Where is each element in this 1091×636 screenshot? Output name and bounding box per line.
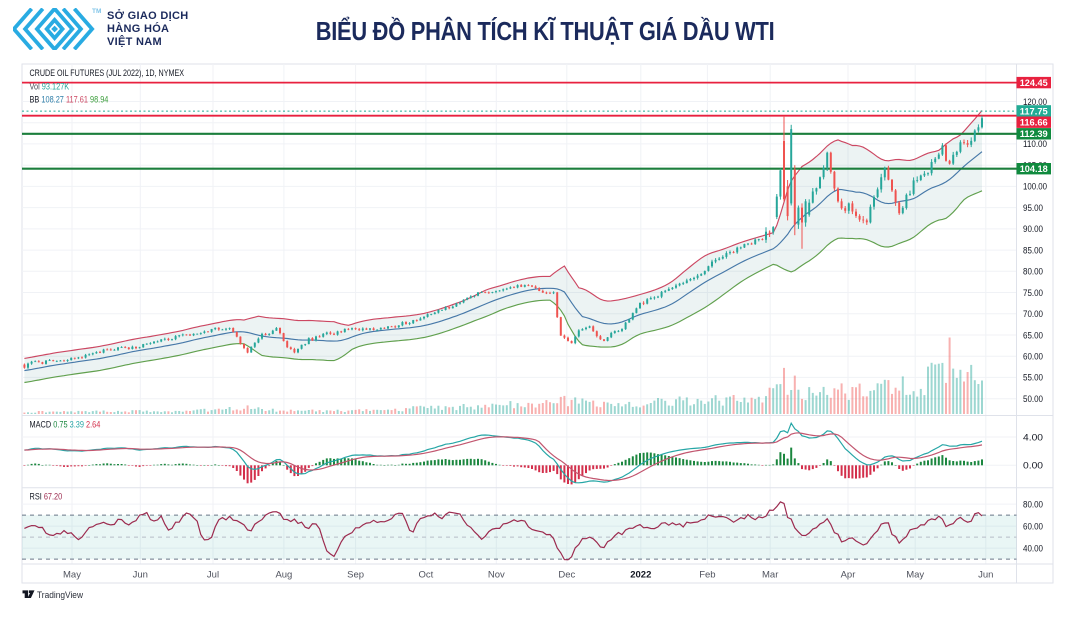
svg-text:90.00: 90.00 [1023,224,1043,234]
svg-text:MACD 0.75 3.39 2.64: MACD 0.75 3.39 2.64 [30,419,101,430]
svg-text:60.00: 60.00 [1023,521,1043,531]
svg-text:80.00: 80.00 [1023,267,1043,277]
svg-text:Mar: Mar [762,569,778,580]
svg-text:Apr: Apr [841,569,856,580]
svg-text:55.00: 55.00 [1023,373,1043,383]
svg-text:117.75: 117.75 [1020,105,1048,116]
svg-text:Jun: Jun [978,569,993,580]
svg-text:Feb: Feb [699,569,715,580]
svg-text:50.00: 50.00 [1023,394,1043,404]
svg-text:Aug: Aug [275,569,292,580]
svg-text:TradingView: TradingView [37,590,83,601]
svg-text:120.00: 120.00 [1023,97,1047,107]
svg-text:100.00: 100.00 [1023,182,1047,192]
svg-text:104.18: 104.18 [1020,163,1048,174]
svg-text:RSI 67.20: RSI 67.20 [30,491,63,502]
svg-text:110.00: 110.00 [1023,139,1047,149]
svg-text:75.00: 75.00 [1023,288,1043,298]
svg-text:Sep: Sep [347,569,364,580]
svg-text:80.00: 80.00 [1023,499,1043,509]
svg-text:4.00: 4.00 [1023,432,1043,442]
svg-text:70.00: 70.00 [1023,309,1043,319]
svg-text:May: May [63,569,81,580]
svg-text:40.00: 40.00 [1023,543,1043,553]
svg-text:116.66: 116.66 [1020,117,1048,128]
svg-text:0.00: 0.00 [1023,461,1043,471]
svg-text:Dec: Dec [558,569,575,580]
svg-text:BB 108.27 117.61 98.94: BB 108.27 117.61 98.94 [30,94,109,105]
svg-text:Vol 93.127K: Vol 93.127K [30,81,70,92]
svg-text:112.39: 112.39 [1020,128,1048,139]
svg-text:124.45: 124.45 [1020,77,1048,88]
svg-text:Jun: Jun [133,569,148,580]
svg-text:65.00: 65.00 [1023,330,1043,340]
svg-text:95.00: 95.00 [1023,203,1043,213]
svg-text:Oct: Oct [419,569,434,580]
svg-text:60.00: 60.00 [1023,352,1043,362]
svg-text:Nov: Nov [488,569,505,580]
svg-text:May: May [906,569,924,580]
svg-text:85.00: 85.00 [1023,245,1043,255]
svg-text:Jul: Jul [207,569,219,580]
svg-text:CRUDE OIL FUTURES (JUL 2022),: CRUDE OIL FUTURES (JUL 2022), 1D, NYMEX [30,68,185,78]
svg-text:2022: 2022 [630,569,651,580]
